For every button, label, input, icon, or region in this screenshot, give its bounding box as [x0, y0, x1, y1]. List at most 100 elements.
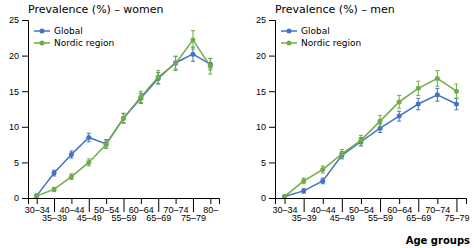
x-axis-title: Age groups: [406, 235, 470, 246]
y-tick: 10: [9, 122, 28, 132]
error-bar: [454, 84, 458, 98]
point: [397, 114, 402, 119]
error-bar: [69, 174, 73, 180]
y-tick-label: 20: [9, 51, 19, 61]
error-bar: [52, 170, 56, 176]
y-tick-mark: [269, 56, 275, 57]
point: [69, 174, 74, 179]
y-tick-label: 0: [261, 193, 266, 203]
point: [416, 86, 421, 91]
x-tick-label: 80–: [203, 205, 218, 215]
y-tick-mark: [22, 127, 28, 128]
x-tick-mark: [304, 198, 305, 212]
plot-area: [282, 71, 459, 198]
x-axis: 30–3435–3940–4445–4950–5455–5960–6465–69…: [273, 198, 470, 223]
chart-title: Prevalence (%) – men: [275, 3, 395, 16]
point: [301, 178, 306, 183]
y-axis-line: [22, 21, 29, 199]
point: [69, 152, 74, 157]
point: [104, 142, 109, 147]
chart-title: Prevalence (%) – women: [28, 3, 164, 16]
y-tick-label: 20: [256, 51, 266, 61]
point: [173, 61, 178, 66]
y-tick-label: 25: [256, 15, 266, 25]
error-bar: [378, 115, 382, 126]
y-tick-label: 10: [256, 122, 266, 132]
point: [121, 116, 126, 121]
point: [52, 187, 57, 192]
point: [358, 138, 363, 143]
point: [138, 94, 143, 99]
y-tick: 5: [14, 158, 28, 168]
y-tick-mark: [269, 91, 275, 92]
x-axis: 30–3435–3940–4445–4950–5455–5960–6465–69…: [25, 198, 220, 223]
y-tick-mark: [269, 20, 275, 21]
error-bar: [340, 150, 344, 159]
error-bar: [302, 178, 306, 184]
error-bar: [174, 56, 178, 70]
legend-item: Global: [281, 26, 330, 36]
x-tick: 80–: [203, 198, 218, 215]
y-axis: 0 5 10 15 20 25: [256, 15, 276, 203]
x-tick-mark: [437, 198, 438, 204]
x-tick-mark: [380, 198, 381, 212]
x-tick-label: 75–79: [181, 213, 206, 223]
point: [435, 76, 440, 81]
x-tick: 75–79: [444, 198, 469, 223]
y-axis-line: [269, 21, 276, 199]
point: [416, 102, 421, 107]
error-bar: [397, 111, 401, 121]
y-tick-label: 5: [14, 158, 19, 168]
y-axis: 0510152025: [9, 15, 29, 203]
point: [320, 167, 325, 172]
x-tick-mark: [176, 198, 177, 204]
legend: Global Nordic region: [34, 26, 114, 48]
x-tick-mark: [323, 198, 324, 204]
y-tick: 15: [256, 87, 275, 97]
y-tick-mark: [22, 56, 28, 57]
point: [454, 102, 459, 107]
legend-marker: [40, 41, 45, 46]
y-tick-label: 0: [14, 193, 19, 203]
y-tick-label: 15: [256, 87, 266, 97]
x-tick-mark: [158, 198, 159, 212]
error-bar: [302, 189, 306, 193]
x-tick: 75–79: [181, 198, 206, 223]
x-tick-mark: [37, 198, 38, 204]
error-bar: [435, 88, 439, 101]
point: [378, 119, 383, 124]
x-tick-mark: [89, 198, 90, 212]
y-tick-mark: [269, 198, 275, 199]
legend-item: Nordic region: [34, 38, 114, 48]
point: [190, 37, 195, 42]
y-tick: 5: [261, 158, 275, 168]
error-bar: [359, 135, 363, 145]
y-tick: 10: [256, 122, 275, 132]
legend-label: Nordic region: [54, 38, 114, 48]
y-tick-label: 5: [261, 158, 266, 168]
y-tick-mark: [269, 127, 275, 128]
x-tick-mark: [54, 198, 55, 212]
x-tick-mark: [456, 198, 457, 212]
x-tick-mark: [342, 198, 343, 212]
point: [34, 193, 39, 198]
y-tick-label: 15: [9, 87, 19, 97]
x-tick-mark: [193, 198, 194, 212]
series-line: [37, 54, 211, 196]
series: [282, 88, 459, 198]
series-line: [285, 78, 457, 196]
error-bar: [156, 71, 160, 84]
point: [52, 171, 57, 176]
legend-label: Global: [54, 26, 83, 36]
legend: Global Nordic region: [281, 26, 361, 48]
legend-marker: [40, 29, 45, 34]
y-tick: 20: [256, 51, 275, 61]
y-tick-mark: [22, 20, 28, 21]
error-bar: [321, 178, 325, 184]
legend-item: Nordic region: [281, 38, 361, 48]
y-tick: 0: [261, 193, 275, 203]
x-tick-mark: [106, 198, 107, 204]
error-bar: [435, 71, 439, 87]
legend-label: Nordic region: [301, 38, 361, 48]
error-bar: [208, 58, 212, 74]
